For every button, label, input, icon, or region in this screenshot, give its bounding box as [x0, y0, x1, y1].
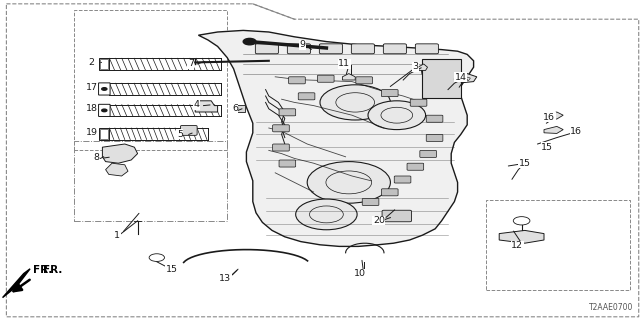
Text: 1: 1	[114, 231, 120, 240]
Circle shape	[243, 38, 256, 45]
Text: 15: 15	[166, 265, 177, 274]
FancyBboxPatch shape	[298, 93, 315, 100]
Text: T2AAE0700: T2AAE0700	[589, 303, 634, 312]
Text: 18: 18	[86, 104, 97, 113]
Text: 6: 6	[232, 104, 238, 113]
Text: 11: 11	[339, 60, 350, 68]
Bar	[74, 10, 227, 150]
Circle shape	[368, 101, 426, 130]
Text: 19: 19	[86, 128, 97, 137]
FancyBboxPatch shape	[273, 144, 289, 151]
Text: 3: 3	[412, 62, 419, 71]
Bar	[234, 105, 245, 112]
Polygon shape	[418, 64, 428, 70]
Circle shape	[296, 199, 357, 230]
Text: 16: 16	[543, 113, 555, 122]
FancyBboxPatch shape	[381, 189, 398, 196]
Polygon shape	[454, 74, 477, 83]
Bar	[99, 128, 109, 140]
Text: 14: 14	[455, 73, 467, 82]
FancyBboxPatch shape	[99, 83, 110, 95]
Polygon shape	[342, 74, 355, 80]
Polygon shape	[544, 126, 563, 133]
Text: 12: 12	[511, 241, 523, 250]
FancyBboxPatch shape	[362, 198, 379, 205]
Text: 2: 2	[88, 58, 95, 67]
Polygon shape	[195, 101, 218, 112]
Text: 13: 13	[220, 274, 231, 283]
FancyBboxPatch shape	[99, 104, 110, 116]
Text: 20: 20	[373, 216, 385, 225]
Text: 17: 17	[86, 83, 97, 92]
FancyBboxPatch shape	[279, 160, 296, 167]
FancyBboxPatch shape	[356, 77, 372, 84]
FancyBboxPatch shape	[317, 75, 334, 82]
Circle shape	[102, 88, 107, 90]
FancyBboxPatch shape	[383, 44, 406, 54]
FancyBboxPatch shape	[287, 44, 310, 54]
Text: 10: 10	[354, 269, 365, 278]
FancyBboxPatch shape	[351, 44, 374, 54]
Circle shape	[149, 254, 164, 261]
FancyBboxPatch shape	[273, 125, 289, 132]
Bar	[100, 129, 108, 139]
Text: FR.: FR.	[43, 265, 62, 275]
Text: 7: 7	[188, 60, 194, 68]
Circle shape	[513, 217, 530, 225]
Text: 5: 5	[177, 130, 183, 139]
Polygon shape	[198, 30, 474, 246]
FancyBboxPatch shape	[394, 176, 411, 183]
Polygon shape	[544, 112, 563, 119]
FancyBboxPatch shape	[420, 150, 436, 157]
FancyBboxPatch shape	[407, 163, 424, 170]
FancyBboxPatch shape	[382, 210, 412, 222]
Bar	[100, 59, 108, 69]
FancyBboxPatch shape	[422, 59, 461, 98]
Polygon shape	[3, 269, 30, 298]
FancyBboxPatch shape	[415, 44, 438, 54]
FancyBboxPatch shape	[255, 44, 278, 54]
Text: 16: 16	[570, 127, 582, 136]
Text: 9: 9	[300, 40, 306, 49]
Text: 15: 15	[519, 159, 531, 168]
Bar	[99, 58, 109, 70]
FancyBboxPatch shape	[180, 125, 197, 135]
Circle shape	[320, 85, 390, 120]
Text: 15: 15	[541, 143, 553, 152]
Polygon shape	[102, 144, 138, 163]
Bar	[486, 200, 630, 290]
FancyBboxPatch shape	[426, 134, 443, 141]
Polygon shape	[499, 230, 544, 243]
FancyBboxPatch shape	[289, 77, 305, 84]
FancyBboxPatch shape	[319, 44, 342, 54]
FancyBboxPatch shape	[279, 109, 296, 116]
Text: FR.: FR.	[13, 265, 52, 291]
Circle shape	[307, 162, 390, 203]
Circle shape	[102, 109, 107, 112]
Text: 8: 8	[93, 153, 99, 162]
FancyBboxPatch shape	[410, 99, 427, 106]
FancyBboxPatch shape	[426, 115, 443, 122]
Text: 4: 4	[193, 100, 200, 109]
Polygon shape	[106, 163, 128, 176]
Bar	[74, 141, 227, 221]
FancyBboxPatch shape	[381, 90, 398, 97]
